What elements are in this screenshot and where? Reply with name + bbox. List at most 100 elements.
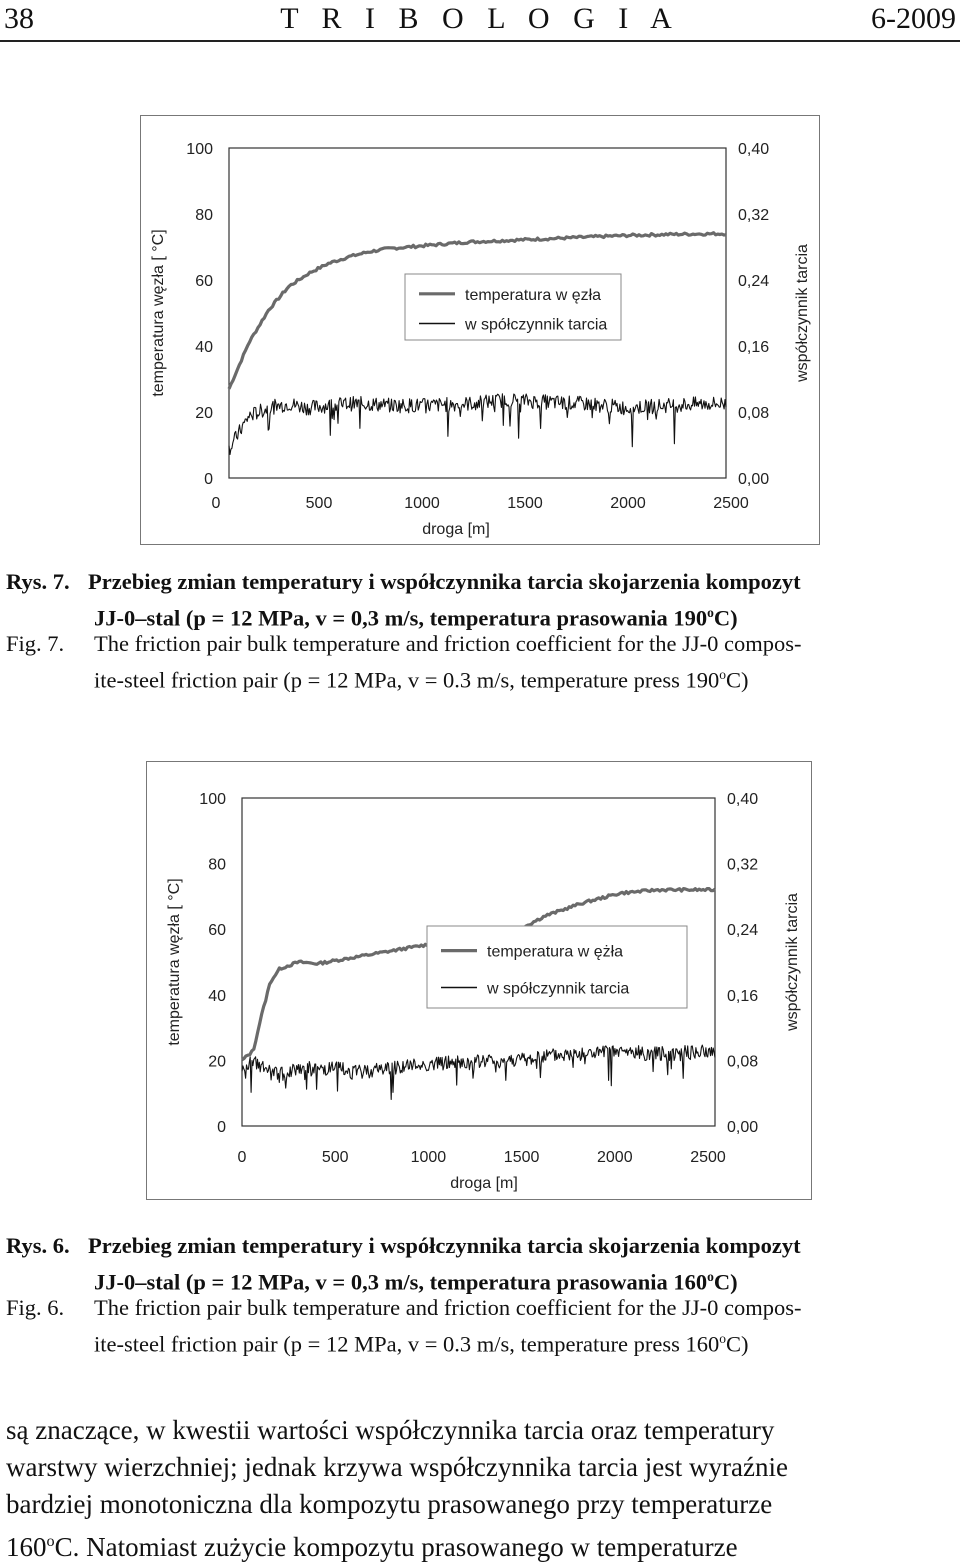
caption-fig7-pl-sup: o xyxy=(707,605,714,620)
y-tick-label: 0 xyxy=(217,1119,226,1136)
issue-number: 6-2009 xyxy=(871,2,956,35)
x-tick-label: 0 xyxy=(238,1149,247,1166)
caption-fig7-pl-end: C) xyxy=(713,605,738,631)
x-tick-label: 1500 xyxy=(507,495,543,512)
legend-box xyxy=(426,925,688,1009)
y2-tick-label: 0,16 xyxy=(738,339,769,356)
caption-fig6-en-sup: o xyxy=(719,1331,726,1346)
caption-fig6-en-text2: ite-steel friction pair (p = 12 MPa, v =… xyxy=(94,1331,720,1357)
legend-label-temperature: temperatura w ężła xyxy=(487,944,623,961)
x-tick-label: 2500 xyxy=(690,1149,726,1166)
caption-fig7-en-line2: ite-steel friction pair (p = 12 MPa, v =… xyxy=(94,659,748,696)
caption-fig7-pl-label: Rys. 7. xyxy=(6,569,70,594)
body-line-4-post: C. Natomiast zużycie kompozytu prasowane… xyxy=(54,1532,738,1562)
plot-area xyxy=(228,147,727,479)
legend-box xyxy=(404,273,622,341)
caption-fig6: Rys. 6. Przebieg zmian temperatury i wsp… xyxy=(6,1230,956,1360)
legend-label-friction: w spółczynnik tarcia xyxy=(464,317,607,334)
x-tick-label: 1000 xyxy=(411,1149,447,1166)
caption-fig6-en-line2: ite-steel friction pair (p = 12 MPa, v =… xyxy=(94,1323,748,1360)
y2-axis-label: współczynnik tarcia xyxy=(794,244,811,383)
caption-fig7-en-text1: The friction pair bulk temperature and f… xyxy=(94,631,802,656)
caption-fig6-pl-end: C) xyxy=(713,1269,738,1295)
caption-fig6-en-end: C) xyxy=(725,1331,749,1357)
legend-label-temperature: temperatura w ęzła xyxy=(465,287,601,304)
caption-fig7-pl-text2: JJ-0–stal (p = 12 MPa, v = 0,3 m/s, temp… xyxy=(94,605,708,631)
y-tick-label: 100 xyxy=(186,141,213,158)
y-tick-label: 100 xyxy=(199,791,226,808)
caption-fig6-pl-label: Rys. 6. xyxy=(6,1233,70,1258)
body-line-2: warstwy wierzchniej; jednak krzywa współ… xyxy=(6,1452,788,1482)
y-tick-label: 20 xyxy=(195,405,213,422)
x-tick-label: 2000 xyxy=(597,1149,633,1166)
x-tick-label: 500 xyxy=(306,495,333,512)
y-tick-label: 0 xyxy=(204,471,213,488)
y2-axis-label: współczynnik tarcia xyxy=(784,893,801,1032)
caption-fig7-en-label: Fig. 7. xyxy=(6,631,65,656)
x-tick-label: 0 xyxy=(212,495,221,512)
y-tick-label: 40 xyxy=(195,339,213,356)
header-rule xyxy=(0,40,960,42)
caption-fig7-en-sup: o xyxy=(719,667,726,682)
caption-fig7-pl-line2: JJ-0–stal (p = 12 MPa, v = 0,3 m/s, temp… xyxy=(94,597,738,634)
series-temperature-line xyxy=(227,231,727,390)
body-line-4: 160oC. Natomiast zużycie kompozytu praso… xyxy=(6,1523,956,1566)
caption-fig6-pl-line2: JJ-0–stal (p = 12 MPa, v = 0,3 m/s, temp… xyxy=(94,1261,738,1298)
caption-fig6-en-text1: The friction pair bulk temperature and f… xyxy=(94,1295,802,1320)
series-friction-line xyxy=(228,393,727,456)
y2-tick-label: 0,32 xyxy=(727,857,758,874)
body-line-4-pre: 160 xyxy=(6,1532,47,1562)
y2-tick-label: 0,32 xyxy=(738,207,769,224)
caption-fig7-en-end: C) xyxy=(725,667,749,693)
y-tick-label: 40 xyxy=(208,988,226,1005)
x-tick-label: 2000 xyxy=(610,495,646,512)
y-axis-label: temperatura węzła [ °C] xyxy=(166,878,183,1045)
y-tick-label: 60 xyxy=(195,273,213,290)
y-tick-label: 80 xyxy=(195,207,213,224)
chart-svg: 0 20 40 60 80 100 0,00 0,08 0,16 0,24 0,32 0,40 0 500… xyxy=(150,141,811,538)
x-axis-label: droga [m] xyxy=(422,521,490,538)
chart-fig6: 0 20 40 60 80 100 0,00 0,08 0,16 0,24 0,32 0,40 0 500… xyxy=(146,761,812,1200)
y2-tick-label: 0,00 xyxy=(738,471,769,488)
y2-tick-label: 0,08 xyxy=(738,405,769,422)
y2-tick-label: 0,40 xyxy=(727,791,758,808)
page-header: 38 T R I B O L O G I A 6-2009 xyxy=(0,0,960,40)
caption-fig6-pl-sup: o xyxy=(707,1269,714,1284)
x-tick-label: 1500 xyxy=(504,1149,540,1166)
page-number: 38 xyxy=(4,2,34,35)
y2-tick-label: 0,16 xyxy=(727,988,758,1005)
y-tick-label: 80 xyxy=(208,857,226,874)
body-line-3: bardziej monotoniczna dla kompozytu pras… xyxy=(6,1489,773,1519)
y-tick-label: 60 xyxy=(208,922,226,939)
caption-fig7-en-text2: ite-steel friction pair (p = 12 MPa, v =… xyxy=(94,667,720,693)
x-tick-label: 1000 xyxy=(404,495,440,512)
series-friction-line xyxy=(241,1044,716,1101)
y2-tick-label: 0,24 xyxy=(738,273,769,290)
chart-svg: 0 20 40 60 80 100 0,00 0,08 0,16 0,24 0,32 0,40 0 500… xyxy=(166,791,801,1192)
y-axis-label: temperatura węzła [ °C] xyxy=(150,229,167,396)
journal-title: T R I B O L O G I A xyxy=(280,2,680,35)
y2-tick-label: 0,00 xyxy=(727,1119,758,1136)
x-axis-label: droga [m] xyxy=(450,1175,518,1192)
body-paragraph: są znaczące, w kwestii wartości współczy… xyxy=(6,1412,956,1566)
x-tick-label: 500 xyxy=(322,1149,349,1166)
body-line-4-sup: o xyxy=(46,1532,55,1550)
caption-fig7: Rys. 7. Przebieg zmian temperatury i wsp… xyxy=(6,566,956,696)
y2-tick-label: 0,24 xyxy=(727,922,758,939)
caption-fig6-pl-text1: Przebieg zmian temperatury i współczynni… xyxy=(88,1233,801,1258)
caption-fig6-pl-line1: Rys. 6. Przebieg zmian temperatury i wsp… xyxy=(6,1230,801,1261)
body-line-1: są znaczące, w kwestii wartości współczy… xyxy=(6,1415,775,1445)
y2-tick-label: 0,08 xyxy=(727,1053,758,1070)
caption-fig7-en-line1: Fig. 7. The friction pair bulk temperatu… xyxy=(6,628,801,659)
caption-fig6-en-line1: Fig. 6. The friction pair bulk temperatu… xyxy=(6,1292,801,1323)
caption-fig7-pl-text1: Przebieg zmian temperatury i współczynni… xyxy=(88,569,801,594)
caption-fig6-en-label: Fig. 6. xyxy=(6,1295,65,1320)
y2-tick-label: 0,40 xyxy=(738,141,769,158)
caption-fig6-pl-text2: JJ-0–stal (p = 12 MPa, v = 0,3 m/s, temp… xyxy=(94,1269,708,1295)
x-tick-label: 2500 xyxy=(713,495,749,512)
chart-fig7: 0 20 40 60 80 100 0,00 0,08 0,16 0,24 0,32 0,40 0 500… xyxy=(140,115,820,545)
plot-area xyxy=(241,797,716,1127)
y-tick-label: 20 xyxy=(208,1053,226,1070)
legend-label-friction: w spółczynnik tarcia xyxy=(486,981,629,998)
caption-fig7-pl-line1: Rys. 7. Przebieg zmian temperatury i wsp… xyxy=(6,566,801,597)
